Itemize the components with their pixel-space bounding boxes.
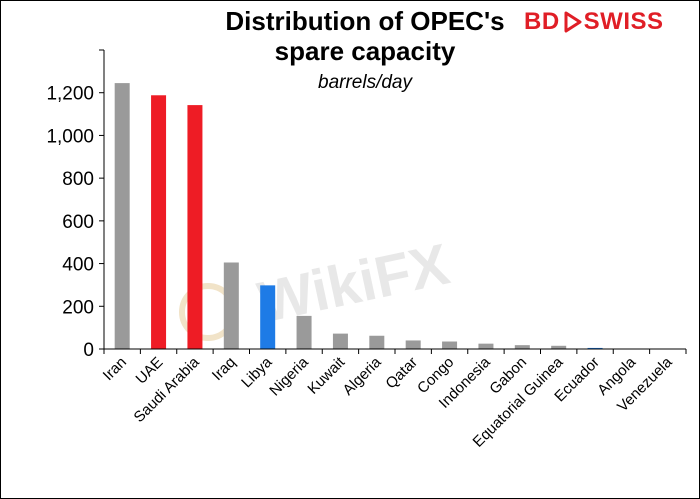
bar-libya xyxy=(260,285,276,349)
y-tick-label: 200 xyxy=(62,297,94,318)
bar-nigeria xyxy=(296,315,312,349)
y-tick-label: 800 xyxy=(62,169,94,190)
bar-uae xyxy=(151,95,167,349)
bar-ecuador xyxy=(587,347,603,349)
y-axis: 0 200 400 600 800 1,000 1,200 xyxy=(46,49,105,361)
y-tick-label: 600 xyxy=(62,212,94,233)
bar-qatar xyxy=(405,340,421,349)
logo-mark-icon xyxy=(562,11,584,33)
bar-indonesia xyxy=(478,343,494,349)
bdswiss-logo: BD SWISS xyxy=(524,7,664,37)
bars-group xyxy=(114,83,603,349)
x-tick-label: Kuwait xyxy=(304,353,348,397)
x-tick-label: Algeria xyxy=(340,353,386,399)
x-tick-label: Saudi Arabia xyxy=(131,353,204,426)
bar-iran xyxy=(114,83,130,349)
x-tick-label: Nigeria xyxy=(266,353,312,399)
bar-gabon xyxy=(514,345,530,349)
chart-title-line1: Distribution of OPEC's xyxy=(225,6,505,36)
bar-equatorial-guinea xyxy=(551,345,567,349)
y-tick-label: 1,200 xyxy=(46,84,94,105)
logo-text-bd: BD xyxy=(524,8,560,35)
bar-algeria xyxy=(369,335,385,349)
chart-title: Distribution of OPEC's spare capacity xyxy=(150,6,580,66)
chart-subtitle: barrels/day xyxy=(318,72,412,93)
bar-congo xyxy=(442,341,458,349)
watermark-text: WikiFX xyxy=(253,232,455,336)
y-tick-label: 400 xyxy=(62,255,94,276)
y-tick-label: 1,000 xyxy=(46,126,94,147)
watermark: WikiFX xyxy=(179,232,455,341)
bar-saudi-arabia xyxy=(187,105,203,349)
chart-title-line2: spare capacity xyxy=(274,36,456,66)
y-tick-label: 0 xyxy=(83,340,94,361)
x-tick-label: Iran xyxy=(100,354,130,384)
bar-iraq xyxy=(223,262,239,349)
bar-kuwait xyxy=(332,333,348,349)
x-tick-label: Iraq xyxy=(209,354,239,384)
logo-text-swiss: SWISS xyxy=(583,8,664,35)
